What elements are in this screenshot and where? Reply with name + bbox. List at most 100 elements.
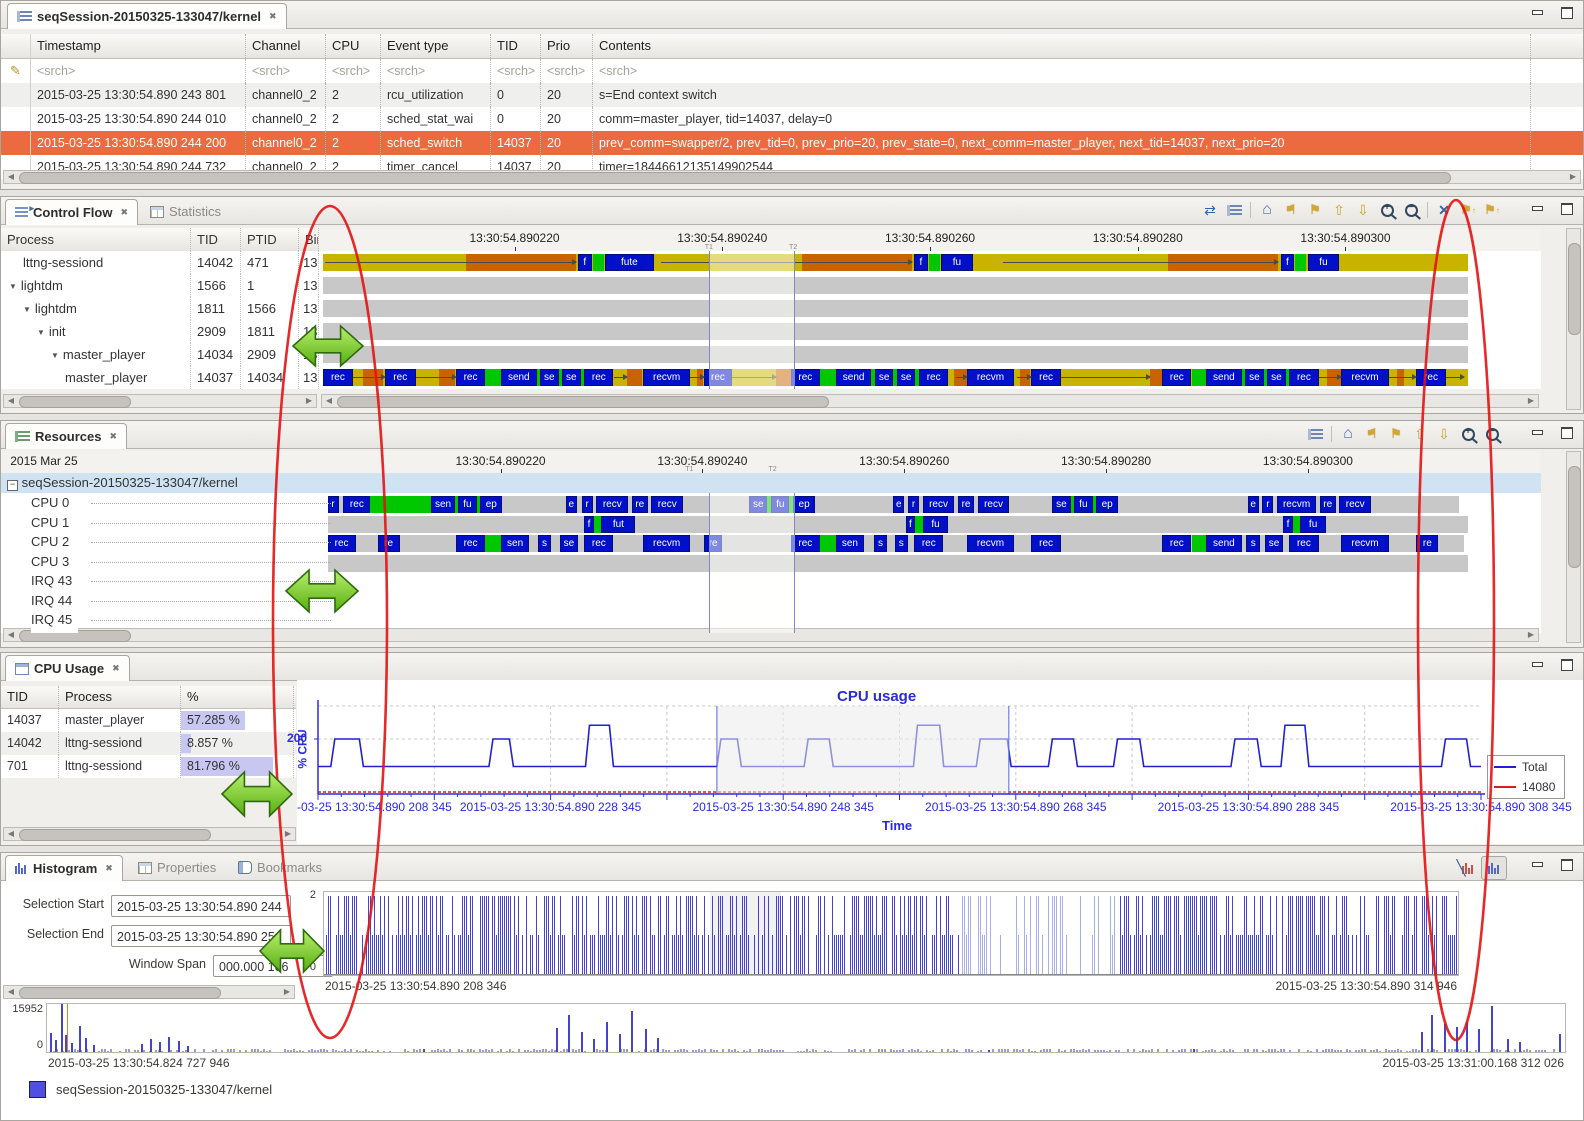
search-field[interactable]: <srch> <box>326 59 381 83</box>
field-input-selection-start[interactable]: 2015-03-25 13:30:54.890 244 <box>111 895 291 917</box>
cpu-usage-hscrollbar[interactable]: ◀ ▶ <box>3 827 296 841</box>
column-header-tid[interactable]: TID <box>1 686 59 708</box>
timeline-row[interactable] <box>319 610 1541 630</box>
tab-resources[interactable]: Resources ✖ <box>5 423 128 449</box>
chart-selection-range[interactable] <box>716 706 1009 794</box>
search-filter-icon[interactable]: ✎ <box>10 63 21 78</box>
column-header-contents[interactable]: Contents <box>593 34 1531 58</box>
events-search-row[interactable]: ✎ <srch> <srch> <srch> <srch> <srch> <srch> <sr… <box>1 59 1583 83</box>
zoom-out-icon[interactable]: − <box>1400 200 1422 220</box>
timeline-row[interactable]: recrecrecsendseserecrecvmrecrecsendseser… <box>319 366 1541 389</box>
histogram-hscrollbar[interactable]: ◀ ▶ <box>3 985 295 999</box>
search-field[interactable]: <srch> <box>31 59 246 83</box>
activate-trace-coloring-icon[interactable] <box>1481 856 1507 880</box>
close-icon[interactable]: ✖ <box>105 863 113 873</box>
timeline-row[interactable]: f fute f fu f fu <box>319 251 1541 274</box>
reset-time-scale-icon[interactable]: ⌂ <box>1343 425 1353 442</box>
hide-arrows-icon[interactable]: ✕ <box>1438 201 1450 218</box>
resource-label[interactable]: CPU 2 <box>31 532 76 552</box>
events-hscrollbar[interactable]: ◀ ▶ <box>3 170 1581 184</box>
maximize-icon[interactable] <box>1561 659 1573 671</box>
control-flow-vscrollbar[interactable] <box>1566 228 1581 410</box>
resource-label[interactable]: IRQ 43 <box>31 571 79 591</box>
column-header-cpu[interactable]: CPU <box>326 34 381 58</box>
timeline-row[interactable]: recrerecsensserecrecvmrerecsenssrecrecvm… <box>319 532 1541 552</box>
cpu-table-row[interactable]: 701 lttng-sessiond 81.796 % <box>1 755 296 778</box>
tab-statistics[interactable]: Statistics <box>141 199 230 224</box>
cpu-table-header[interactable]: TID Process% <box>1 686 296 709</box>
move-down-icon[interactable]: ⇩ <box>1357 201 1369 218</box>
events-table[interactable]: Timestamp Channel CPU Event type TID Prio Cont… <box>1 34 1583 179</box>
column-header-timestamp[interactable]: Timestamp <box>31 34 246 58</box>
minimize-icon[interactable] <box>1531 859 1543 870</box>
tab-cpu-usage[interactable]: CPU Usage ✖ <box>5 655 130 681</box>
resource-label[interactable]: CPU 0 <box>31 493 76 513</box>
column-header-channel[interactable]: Channel <box>246 34 326 58</box>
close-icon[interactable]: ✖ <box>269 11 277 21</box>
zoom-out-icon[interactable]: − <box>1481 424 1503 444</box>
resources-rows[interactable]: − seqSession-20150325-133047/kernel r rec s… <box>1 473 1541 633</box>
align-views-icon[interactable]: ⇄ <box>1204 201 1216 218</box>
event-row[interactable]: 2015-03-25 13:30:54.890 244 200 channel0_… <box>1 131 1583 155</box>
column-header-tid[interactable]: TID <box>191 228 241 251</box>
resource-label[interactable]: IRQ 44 <box>31 590 79 610</box>
full-histogram[interactable] <box>46 1003 1566 1053</box>
show-legend-icon[interactable] <box>1223 200 1245 220</box>
zoom-in-icon[interactable]: + <box>1376 200 1398 220</box>
resources-trace-row[interactable]: − seqSession-20150325-133047/kernel <box>1 473 1541 493</box>
column-header-%[interactable]: % <box>181 686 294 708</box>
column-header-ptid[interactable]: PTID <box>241 228 299 251</box>
next-marker-icon[interactable]: ⚑ <box>1390 426 1402 441</box>
column-header-event-type[interactable]: Event type <box>381 34 491 58</box>
close-icon[interactable]: ✖ <box>109 431 118 441</box>
cpu-table-row[interactable]: 14042 lttng-sessiond 8.857 % <box>1 732 296 755</box>
search-field[interactable]: <srch> <box>381 59 491 83</box>
close-icon[interactable]: ✖ <box>112 663 120 673</box>
column-header-bir[interactable]: Bir <box>299 228 319 251</box>
cpu-usage-chart[interactable]: CPU usage% CPU 200 -03-25 13:30:54.890 208… <box>287 680 1583 844</box>
move-up-icon[interactable]: ⇧ <box>1333 201 1345 218</box>
control-flow-tree-hscrollbar[interactable]: ◀ ▶ <box>3 394 317 408</box>
control-flow-time-axis[interactable]: 13:30:54.890220 13:30:54.890240 13:30:54.8… <box>319 228 1541 252</box>
tab-control-flow[interactable]: Control Flow ✖ <box>5 199 138 225</box>
maximize-icon[interactable] <box>1561 7 1573 19</box>
field-input-selection-end[interactable]: 2015-03-25 13:30:54.890 251 <box>111 925 291 947</box>
event-row[interactable]: 2015-03-25 13:30:54.890 244 010 channel0_… <box>1 107 1583 131</box>
cpu-usage-plot[interactable] <box>297 680 1583 844</box>
maximize-icon[interactable] <box>1561 427 1573 439</box>
column-header-process[interactable]: Process <box>59 686 181 708</box>
resources-vscrollbar[interactable] <box>1566 451 1581 643</box>
control-flow-column-headers[interactable]: ProcessTIDPTIDBir <box>1 228 319 252</box>
move-up-icon[interactable]: ⇧ <box>1414 425 1426 442</box>
maximize-icon[interactable] <box>1561 203 1573 215</box>
event-row[interactable]: 2015-03-25 13:30:54.890 243 801 channel0_… <box>1 83 1583 107</box>
resource-label[interactable]: IRQ 46 <box>31 629 79 633</box>
expander-icon[interactable]: ▼ <box>37 328 45 337</box>
reset-time-scale-icon[interactable]: ⌂ <box>1262 201 1272 218</box>
zoomed-histogram[interactable] <box>323 891 1459 976</box>
next-marker-icon[interactable]: ⚑ <box>1309 202 1321 217</box>
tab-bookmarks[interactable]: Bookmarks <box>229 855 331 880</box>
resources-timeline[interactable]: rrecsenfueperrecvrerecvsefueperrecvrerec… <box>319 493 1541 633</box>
show-legend-icon[interactable] <box>1304 424 1326 444</box>
minimize-icon[interactable] <box>1531 659 1543 670</box>
minimize-icon[interactable] <box>1531 427 1543 438</box>
resource-label[interactable]: CPU 1 <box>31 512 76 532</box>
cpu-usage-table[interactable]: TID Process% 14037 master_player 57.285 % 140… <box>1 686 296 778</box>
expander-icon[interactable]: ▼ <box>23 305 31 314</box>
tab-histogram[interactable]: Histogram ✖ <box>5 855 123 881</box>
control-flow-process-tree[interactable]: lttng-sessiond1404247113:▼lightdm1566113… <box>1 251 319 389</box>
follow-prev-event-icon[interactable]: ⚑ ↑ <box>1460 202 1476 217</box>
resources-time-axis[interactable]: 2015 Mar 25 13:30:54.890220 13:30:54.89024… <box>1 451 1541 474</box>
collapse-icon[interactable]: − <box>7 480 18 491</box>
tab-properties[interactable]: Properties <box>129 855 225 880</box>
selection-range[interactable] <box>708 493 796 633</box>
search-field[interactable]: <srch> <box>491 59 541 83</box>
follow-next-event-icon[interactable]: ⚑ ↑ <box>1484 202 1500 217</box>
